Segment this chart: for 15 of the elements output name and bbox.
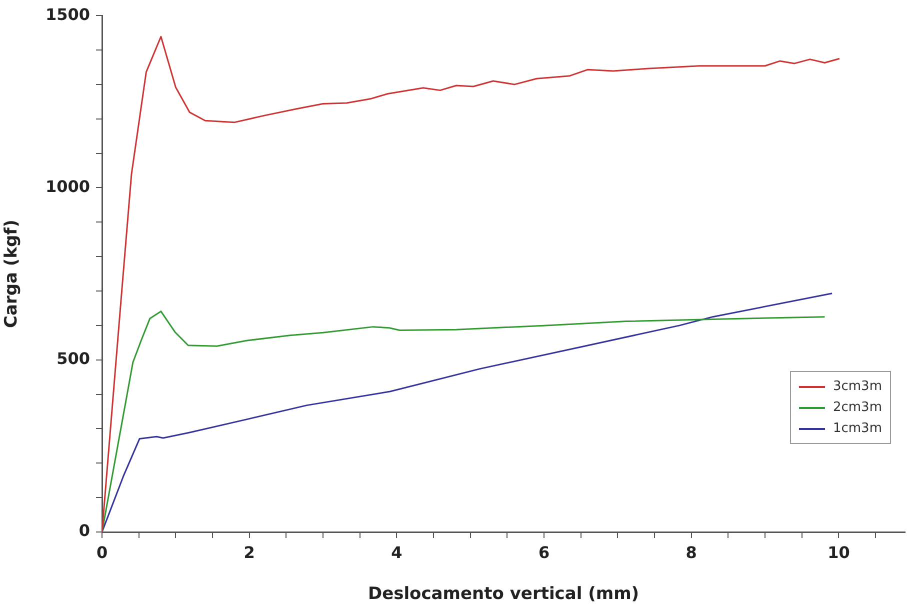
x-tick-label: 4 bbox=[391, 542, 402, 562]
legend-label: 1cm3m bbox=[832, 421, 882, 436]
x-tick-label: 10 bbox=[828, 542, 850, 562]
y-axis-title: Carga (kgf) bbox=[2, 220, 22, 328]
x-axis-title: Deslocamento vertical (mm) bbox=[368, 584, 640, 604]
y-tick-label: 0 bbox=[78, 521, 90, 540]
y-tick-label: 500 bbox=[56, 349, 90, 368]
y-tick-label: 1000 bbox=[45, 176, 90, 196]
y-tick-label: 1500 bbox=[45, 4, 90, 24]
legend-label: 2cm3m bbox=[832, 400, 882, 415]
x-tick-label: 0 bbox=[96, 542, 108, 562]
x-tick-label: 8 bbox=[686, 542, 697, 562]
legend-label: 3cm3m bbox=[832, 379, 882, 394]
x-tick-label: 2 bbox=[244, 542, 255, 562]
x-tick-label: 6 bbox=[538, 542, 550, 562]
